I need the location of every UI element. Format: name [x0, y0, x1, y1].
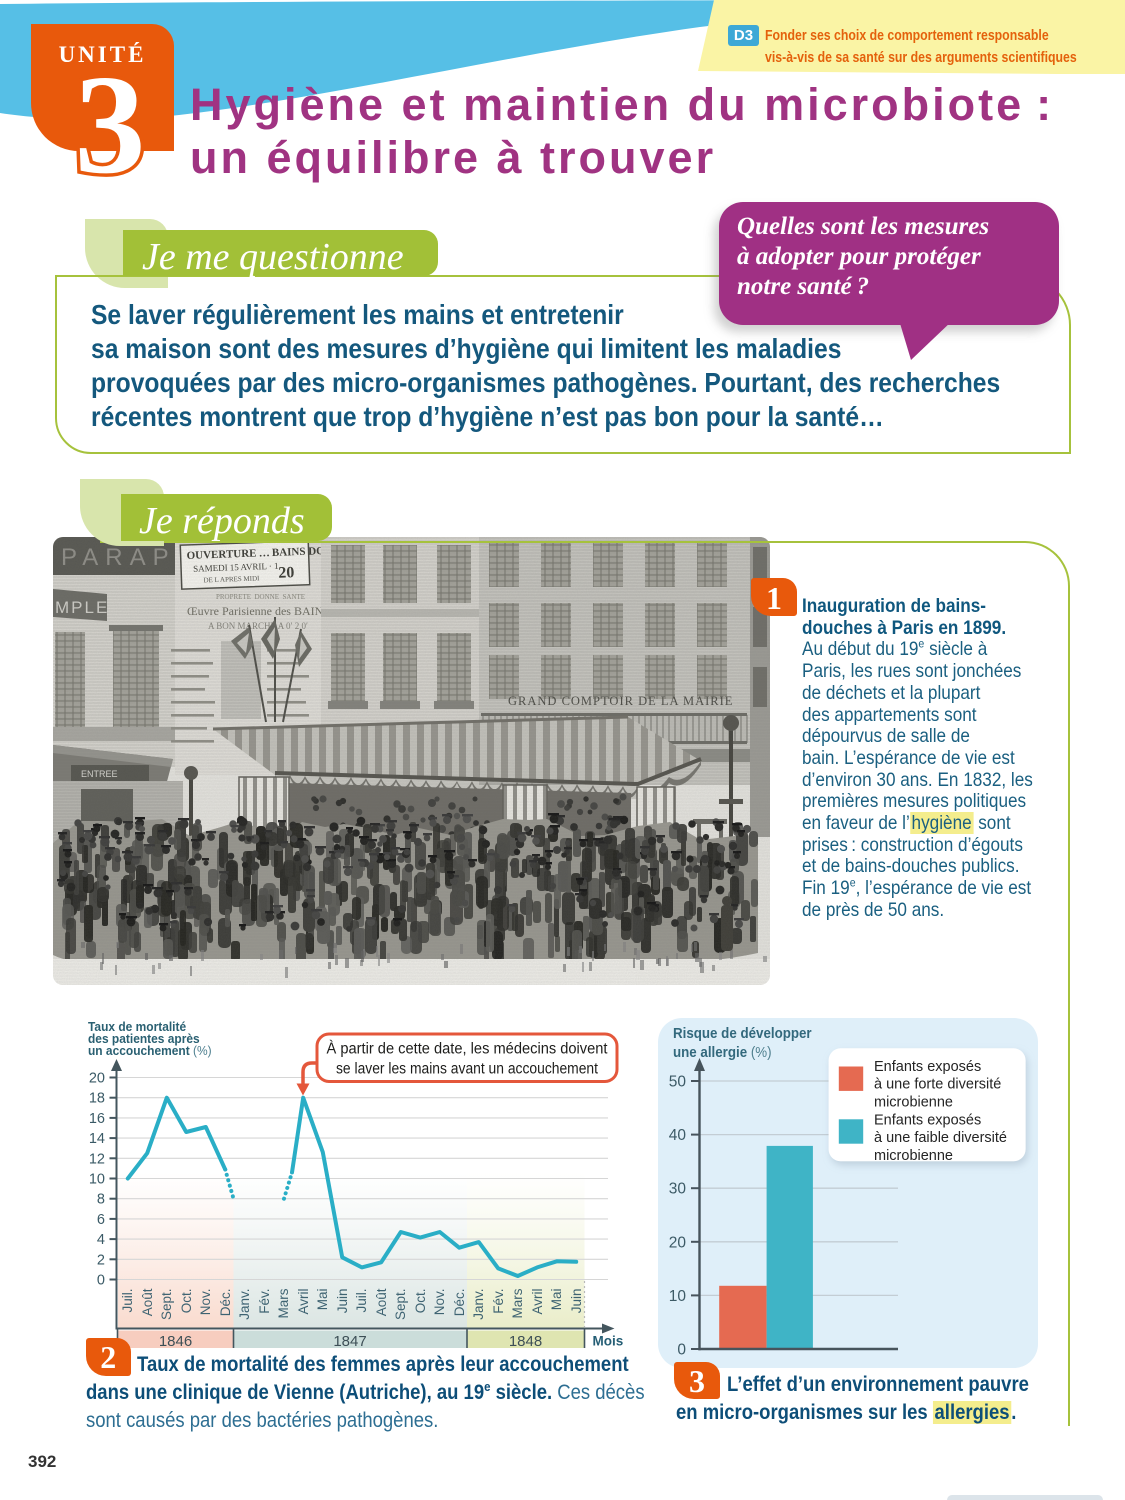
svg-text:16: 16: [89, 1111, 105, 1127]
svg-text:2: 2: [97, 1252, 105, 1268]
svg-text:10: 10: [669, 1288, 687, 1305]
svg-text:1847: 1847: [333, 1333, 366, 1350]
svg-text:0: 0: [677, 1342, 686, 1359]
svg-text:Déc.: Déc.: [218, 1289, 233, 1317]
svg-text:Avril: Avril: [530, 1289, 545, 1315]
svg-text:30: 30: [669, 1181, 687, 1198]
svg-text:Mars: Mars: [510, 1288, 525, 1318]
svg-text:1846: 1846: [159, 1333, 192, 1350]
svg-text:Janv.: Janv.: [471, 1289, 486, 1320]
svg-text:Août: Août: [374, 1288, 389, 1316]
svg-text:Mai: Mai: [549, 1289, 564, 1311]
svg-text:Avril: Avril: [296, 1289, 311, 1315]
svg-text:à une forte diversité: à une forte diversité: [874, 1077, 1001, 1093]
svg-text:Juin: Juin: [569, 1289, 584, 1314]
svg-text:6: 6: [97, 1212, 105, 1228]
svg-text:Déc.: Déc.: [452, 1289, 467, 1317]
svg-text:Fév.: Fév.: [257, 1289, 272, 1314]
svg-text:Juil.: Juil.: [354, 1289, 369, 1313]
svg-text:3: 3: [75, 45, 146, 190]
svg-text:1848: 1848: [509, 1333, 542, 1350]
svg-text:Oct.: Oct.: [413, 1289, 428, 1314]
svg-text:Mois: Mois: [593, 1334, 624, 1349]
svg-text:14: 14: [89, 1131, 105, 1147]
svg-text:40: 40: [669, 1127, 687, 1144]
svg-text:Mars: Mars: [276, 1288, 291, 1318]
svg-text:12: 12: [89, 1151, 105, 1167]
svg-text:Nov.: Nov.: [198, 1289, 213, 1316]
svg-text:18: 18: [89, 1091, 105, 1107]
svg-text:microbienne: microbienne: [874, 1094, 953, 1110]
svg-text:Août: Août: [140, 1288, 155, 1316]
svg-text:à une faible diversité: à une faible diversité: [874, 1130, 1007, 1146]
svg-text:Sept.: Sept.: [159, 1289, 174, 1321]
svg-text:se laver les mains avant un ac: se laver les mains avant un accouchement: [336, 1061, 599, 1078]
svg-text:20: 20: [669, 1234, 687, 1251]
svg-text:20: 20: [89, 1071, 105, 1087]
svg-text:Enfants exposés: Enfants exposés: [874, 1059, 981, 1075]
svg-text:Enfants exposés: Enfants exposés: [874, 1113, 981, 1129]
svg-text:Nov.: Nov.: [432, 1289, 447, 1316]
svg-text:50: 50: [669, 1074, 687, 1091]
svg-text:4: 4: [97, 1232, 105, 1248]
svg-text:Juil.: Juil.: [120, 1289, 135, 1313]
svg-text:microbienne: microbienne: [874, 1148, 953, 1164]
svg-text:10: 10: [89, 1172, 105, 1188]
svg-text:À partir de cette date, les mé: À partir de cette date, les médecins doi…: [327, 1041, 609, 1058]
svg-text:Fév.: Fév.: [491, 1289, 506, 1314]
svg-text:Juin: Juin: [335, 1289, 350, 1314]
svg-text:8: 8: [97, 1192, 105, 1208]
svg-text:Mai: Mai: [315, 1289, 330, 1311]
svg-text:Oct.: Oct.: [179, 1289, 194, 1314]
svg-text:0: 0: [97, 1273, 105, 1289]
svg-text:Sept.: Sept.: [393, 1289, 408, 1321]
svg-text:Janv.: Janv.: [237, 1289, 252, 1320]
